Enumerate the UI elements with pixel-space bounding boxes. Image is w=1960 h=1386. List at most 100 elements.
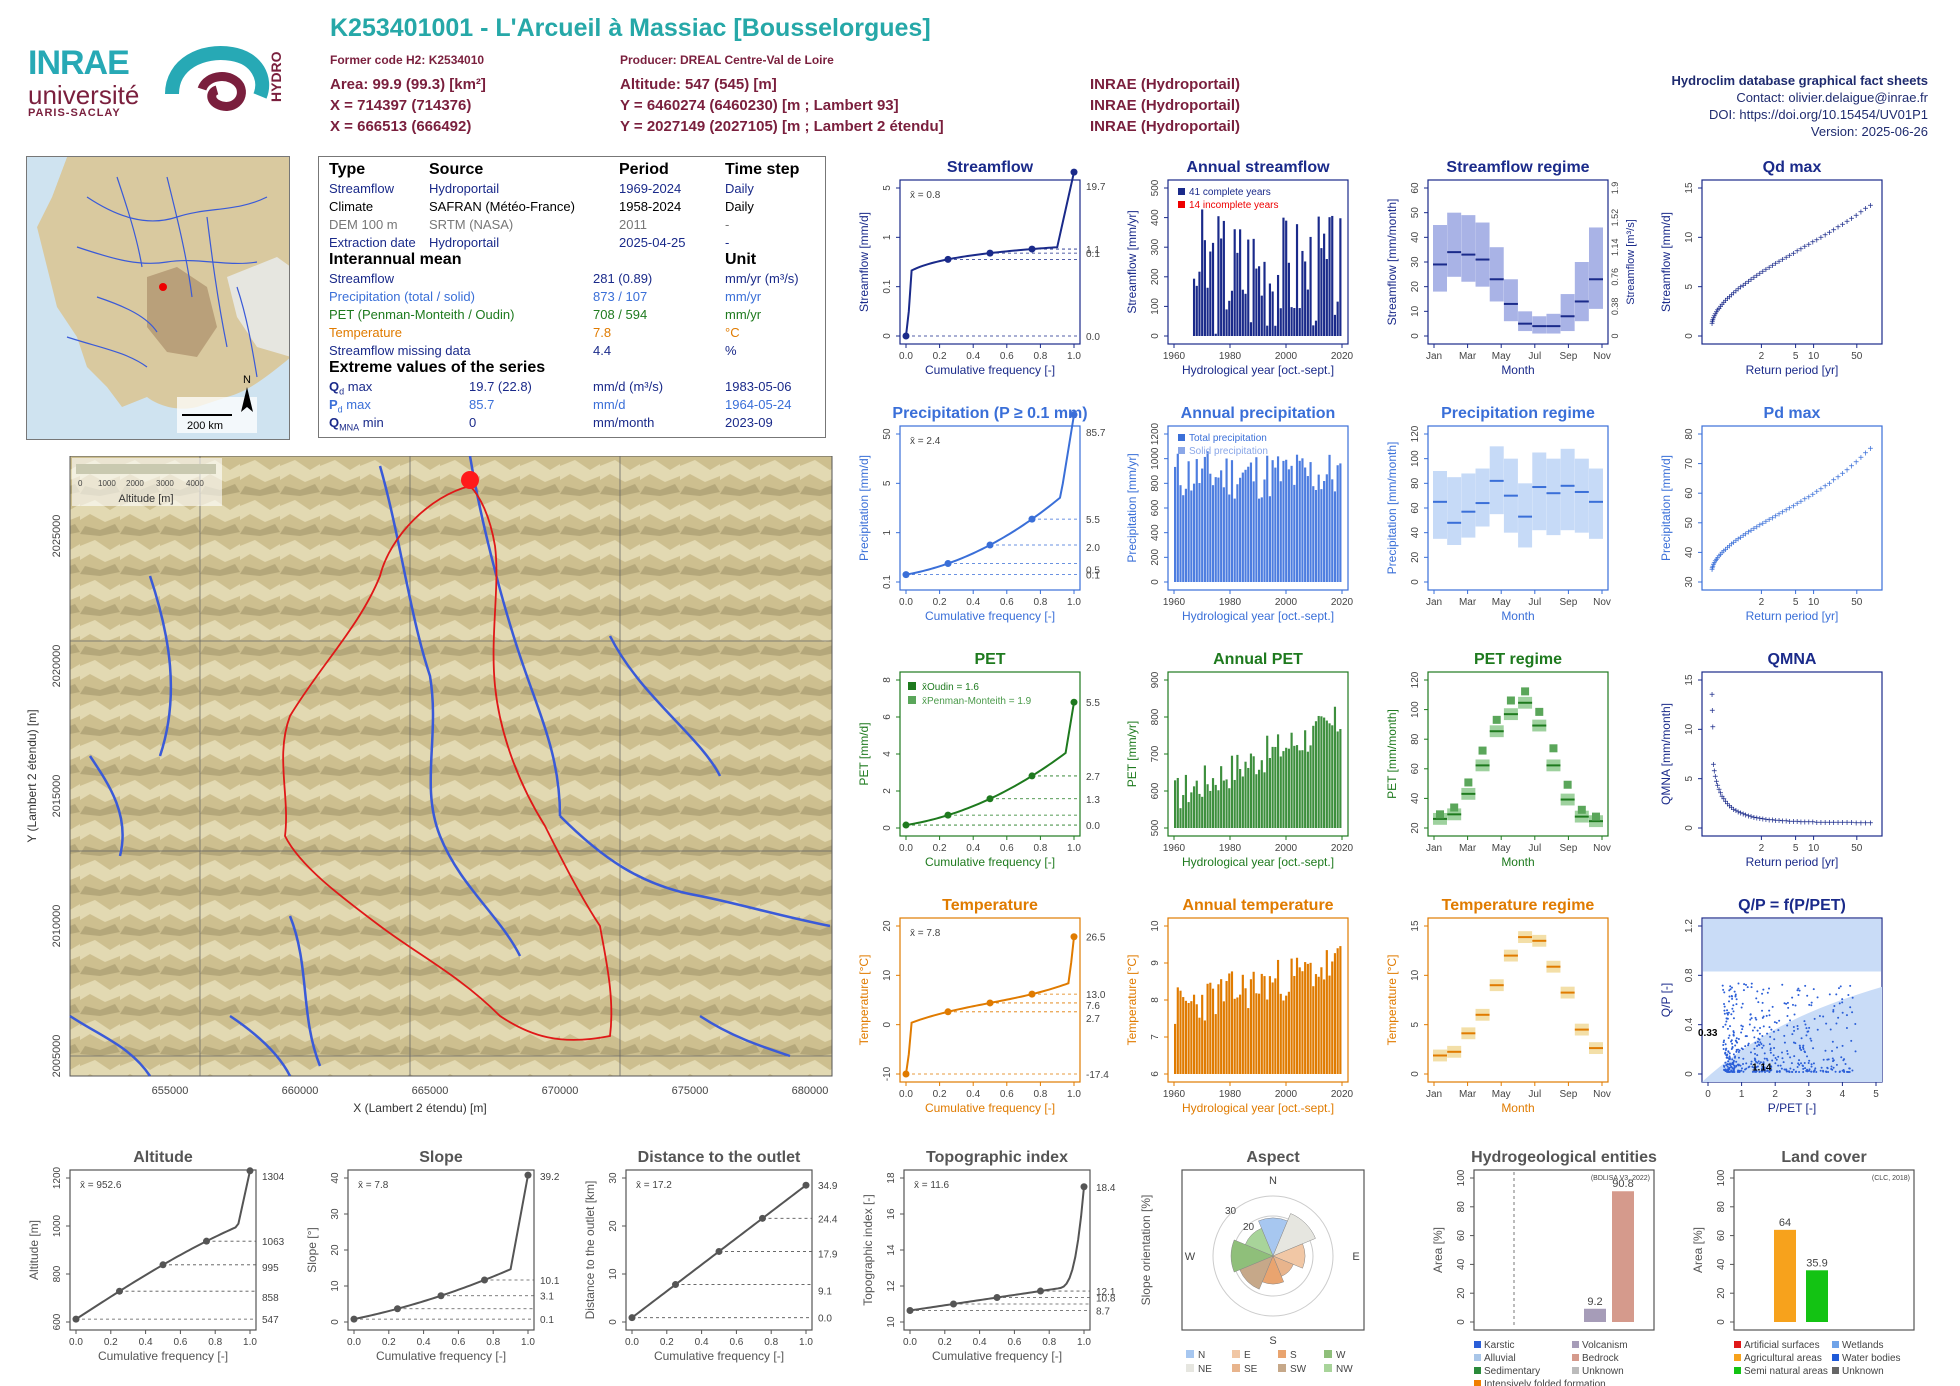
return-point: + — [1853, 818, 1859, 829]
qp-point — [1749, 1051, 1752, 1054]
regime-pm-mark — [1521, 687, 1530, 696]
annual-bar — [1306, 751, 1309, 828]
return-point: + — [1787, 503, 1793, 514]
qp-point — [1798, 1070, 1801, 1073]
right-tick-label: 0.0 — [818, 1314, 832, 1325]
return-point: + — [1718, 550, 1724, 561]
cell: Precipitation (total / solid) — [329, 289, 475, 304]
qp-point — [1748, 1023, 1751, 1026]
right-tick-label: 34.9 — [818, 1181, 838, 1192]
qp-point — [1754, 1069, 1757, 1072]
mean-label: x̄ = 952.6 — [80, 1180, 122, 1191]
return-point: + — [1802, 495, 1808, 506]
annual-bar — [1260, 973, 1263, 1074]
qp-point — [1765, 1014, 1768, 1017]
qp-point — [1791, 1003, 1794, 1006]
qp-point — [1806, 1055, 1809, 1058]
return-point: + — [1810, 490, 1816, 501]
return-point: + — [1721, 546, 1727, 557]
y-tick: 2010000 — [51, 905, 63, 948]
qp-point — [1814, 1067, 1817, 1070]
legend-swatch — [1186, 1350, 1194, 1358]
qp-point — [1768, 1026, 1771, 1029]
return-point: + — [1863, 204, 1869, 215]
qp-point — [1742, 1057, 1745, 1060]
right-tick-label: 10.8 — [1096, 1294, 1116, 1305]
qp-point — [1763, 1057, 1766, 1060]
y-tick-label: 100 — [1410, 450, 1421, 467]
legend-label: Solid precipitation — [1189, 446, 1268, 457]
legend-swatch — [908, 696, 916, 704]
source-1: INRAE (Hydroportail) — [1090, 76, 1240, 93]
annual-bar — [1247, 1008, 1250, 1074]
annual-bar — [1255, 774, 1258, 828]
annual-bar — [1323, 979, 1326, 1074]
annual-bar — [1325, 720, 1328, 828]
annual-bar — [1244, 293, 1247, 336]
annual-bar — [1187, 461, 1190, 582]
qp-point — [1728, 1055, 1731, 1058]
annual-bar — [1285, 459, 1288, 582]
return-point: + — [1766, 263, 1772, 274]
annual-bar — [1274, 325, 1277, 336]
qp-point — [1744, 1035, 1747, 1038]
y-tick-label: 18 — [886, 1172, 897, 1184]
annual-bar — [1295, 745, 1299, 828]
annual-bar — [1336, 301, 1339, 336]
y-tick-label: 600 — [1150, 782, 1161, 799]
qp-point — [1808, 1069, 1811, 1072]
annual-bar — [1287, 469, 1290, 582]
qp-point — [1810, 1063, 1813, 1066]
annual-bar — [1333, 953, 1337, 1074]
qp-point — [1808, 1068, 1811, 1071]
info-h-unit: Unit — [725, 251, 757, 268]
annual-bar — [1214, 784, 1217, 828]
x-tick-label: 0.8 — [1033, 1089, 1047, 1100]
annual-bar — [1220, 979, 1223, 1074]
right-tick-label: 13.0 — [1086, 990, 1106, 1001]
annual-bar — [1239, 768, 1242, 828]
annual-bar — [1309, 236, 1312, 336]
annual-bar — [1209, 473, 1212, 582]
annual-bar — [1301, 250, 1304, 336]
annual-bar — [1268, 496, 1272, 582]
return-point: + — [1723, 797, 1729, 808]
return-point: + — [1760, 519, 1766, 530]
x-tick-label: Nov — [1593, 843, 1611, 854]
qp-point — [1796, 1027, 1799, 1030]
qp-point — [1831, 1057, 1834, 1060]
qp-point — [1738, 1049, 1741, 1052]
x-tick-label: 0.2 — [933, 843, 947, 854]
chart-dist_cdf: Distance to the outlet Cumulative frequen… — [583, 1149, 838, 1363]
qp-point — [1768, 1043, 1771, 1046]
return-point: + — [1709, 690, 1715, 701]
qp-point — [1797, 1062, 1800, 1065]
y-tick-label: 1 — [882, 529, 893, 535]
annual-bar — [1239, 229, 1242, 336]
annual-bar — [1285, 995, 1288, 1074]
return-point: + — [1723, 296, 1729, 307]
category-bar — [1612, 1191, 1634, 1322]
legend-swatch — [1474, 1341, 1481, 1348]
category-bar — [1806, 1270, 1828, 1322]
return-point: + — [1776, 510, 1782, 521]
annual-bar — [1233, 498, 1236, 582]
annual-bar — [1295, 224, 1299, 336]
annual-bar — [1220, 766, 1223, 828]
x-tick-label: 1.0 — [1067, 843, 1081, 854]
right-tick-label: 3.1 — [540, 1292, 554, 1303]
qp-point — [1788, 1070, 1791, 1073]
x-axis-label: Cumulative frequency [-] — [925, 1101, 1055, 1115]
qp-point — [1822, 1058, 1825, 1061]
cell: Streamflow — [329, 271, 395, 286]
return-point: + — [1849, 462, 1855, 473]
y-tick-label: 700 — [1150, 745, 1161, 762]
rose-sector — [1272, 1243, 1306, 1269]
qp-point — [1762, 1044, 1765, 1047]
qp-point — [1727, 1050, 1730, 1053]
x-axis-label: Month — [1501, 609, 1534, 623]
annual-bar — [1266, 735, 1269, 828]
annual-bar — [1276, 734, 1280, 828]
right-tick-label: 858 — [262, 1293, 279, 1304]
